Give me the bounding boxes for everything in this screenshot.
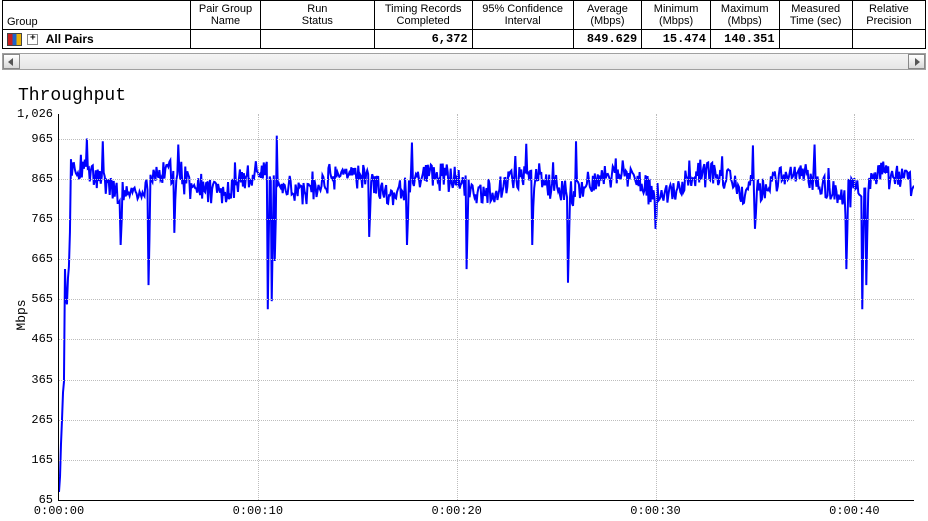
ytick: 365: [31, 373, 59, 387]
col-header[interactable]: RelativePrecision: [852, 1, 925, 30]
results-table: GroupPair GroupNameRun StatusTiming Reco…: [2, 0, 926, 49]
ytick: 965: [31, 132, 59, 146]
ytick: 865: [31, 172, 59, 186]
xtick: 0:00:30: [630, 500, 680, 518]
group-cell[interactable]: + All Pairs: [3, 30, 191, 49]
xtick: 0:00:00: [34, 500, 84, 518]
ytick: 565: [31, 292, 59, 306]
table-row[interactable]: + All Pairs 6,372 849.62915.474140.351: [3, 30, 926, 49]
col-header[interactable]: Maximum(Mbps): [710, 1, 779, 30]
ytick: 1,026: [17, 107, 59, 121]
col-header[interactable]: MeasuredTime (sec): [779, 1, 852, 30]
col-header[interactable]: Average(Mbps): [573, 1, 642, 30]
cell: 6,372: [374, 30, 472, 49]
chart-line: [59, 114, 914, 500]
ytick: 765: [31, 212, 59, 226]
col-header[interactable]: Run Status: [261, 1, 375, 30]
ytick: 265: [31, 413, 59, 427]
scroll-right-button[interactable]: [908, 54, 925, 69]
xtick: 0:00:40: [829, 500, 879, 518]
col-header[interactable]: Pair GroupName: [190, 1, 260, 30]
cell: [261, 30, 375, 49]
horizontal-scrollbar[interactable]: [2, 53, 926, 70]
xtick: 0:00:10: [233, 500, 283, 518]
cell: [779, 30, 852, 49]
ytick: 165: [31, 453, 59, 467]
col-header[interactable]: Timing RecordsCompleted: [374, 1, 472, 30]
cell: 15.474: [642, 30, 711, 49]
throughput-chart: Throughput Mbps 651652653654655656657658…: [4, 86, 924, 519]
cell: [472, 30, 573, 49]
chart-icon: [7, 33, 22, 46]
cell: 849.629: [573, 30, 642, 49]
expand-icon[interactable]: +: [27, 34, 38, 45]
xtick: 0:00:20: [431, 500, 481, 518]
group-label: All Pairs: [46, 32, 94, 46]
scroll-left-button[interactable]: [3, 54, 20, 69]
chart-ylabel: Mbps: [14, 299, 29, 330]
cell: [852, 30, 925, 49]
ytick: 465: [31, 332, 59, 346]
ytick: 665: [31, 252, 59, 266]
col-header[interactable]: 95% ConfidenceInterval: [472, 1, 573, 30]
chart-plot-area: 651652653654655656657658659651,0260:00:0…: [58, 114, 914, 501]
results-table-head: GroupPair GroupNameRun StatusTiming Reco…: [3, 1, 926, 30]
chart-title: Throughput: [18, 86, 924, 106]
col-header[interactable]: Group: [3, 1, 191, 30]
col-header[interactable]: Minimum(Mbps): [642, 1, 711, 30]
cell: 140.351: [710, 30, 779, 49]
cell: [190, 30, 260, 49]
